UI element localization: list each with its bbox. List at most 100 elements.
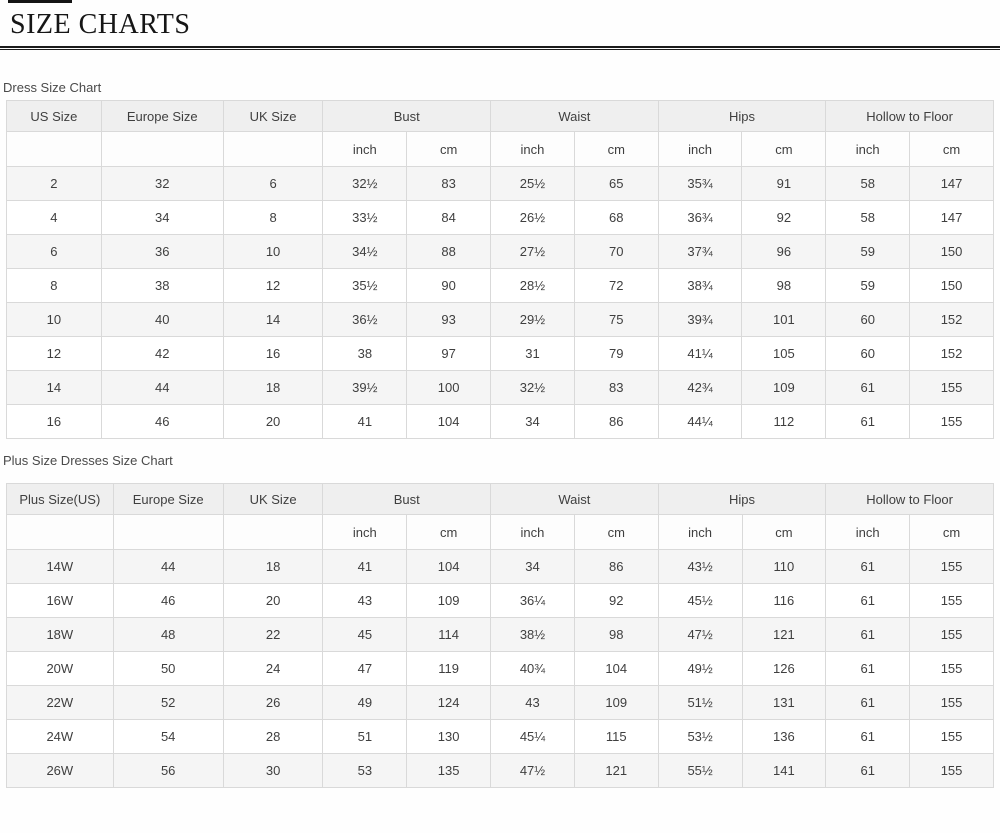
measurement-cell: 49½ [657,651,743,686]
measurement-cell: 100 [406,370,492,405]
measurement-cell: 45 [322,617,408,652]
measurement-cell: 115 [573,719,659,754]
measurement-cell: 48 [112,617,224,652]
measurement-cell: 124 [406,685,492,720]
column-header: Plus Size(US) [6,483,114,515]
measurement-cell: 126 [741,651,827,686]
measurement-cell: 46 [112,583,224,618]
measurement-cell: 26½ [490,200,575,235]
table-row: 18W 48 22 45 114 38½ 98 47½ 121 61 155 [6,617,994,652]
measurement-cell: 93 [406,302,492,337]
size-cell: 22W [6,685,114,720]
size-cell: 18W [6,617,114,652]
measurement-cell: 31 [490,336,575,371]
measurement-cell: 61 [825,685,911,720]
measurement-cell: 47 [322,651,408,686]
unit-header: cm [573,131,659,167]
measurement-cell: 86 [573,404,659,439]
unit-header: cm [741,131,827,167]
column-header: UK Size [222,483,324,515]
measurement-cell: 22 [222,617,324,652]
size-cell: 14 [6,370,102,405]
measurement-cell: 98 [573,617,659,652]
table-header: Plus Size(US) Europe Size UK Size Bust Waist… [6,483,994,550]
measurement-cell: 24 [222,651,324,686]
measurement-cell: 147 [909,166,994,201]
measurement-cell: 18 [222,370,324,405]
measurement-cell: 110 [741,549,827,584]
measurement-cell: 75 [573,302,659,337]
size-cell: 26W [6,753,114,788]
measurement-cell: 44 [112,549,224,584]
unit-header: cm [406,131,492,167]
column-header: Europe Size [112,483,224,515]
measurement-cell: 152 [909,336,994,371]
measurement-cell: 92 [741,200,827,235]
measurement-cell: 43 [490,685,575,720]
measurement-cell: 98 [741,268,827,303]
measurement-cell: 104 [406,404,492,439]
column-group-header: Hollow to Floor [825,100,994,132]
measurement-cell: 83 [406,166,492,201]
measurement-cell: 38½ [490,617,575,652]
measurement-cell: 155 [909,719,994,754]
measurement-cell: 114 [406,617,492,652]
measurement-cell: 34 [100,200,224,235]
measurement-cell: 136 [741,719,827,754]
size-cell: 2 [6,166,102,201]
unit-header: cm [406,514,492,550]
measurement-cell: 35½ [322,268,408,303]
dress-size-chart-section: Dress Size Chart US Size Europe Size UK Si… [0,80,1000,439]
measurement-cell: 97 [406,336,492,371]
column-header: UK Size [222,100,324,132]
measurement-cell: 43½ [657,549,743,584]
measurement-cell: 61 [825,719,911,754]
measurement-cell: 135 [406,753,492,788]
measurement-cell: 58 [825,200,911,235]
measurement-cell: 16 [222,336,324,371]
plus-size-chart-section: Plus Size Dresses Size Chart Plus Size(U… [0,453,1000,788]
measurement-cell: 155 [909,404,994,439]
measurement-cell: 84 [406,200,492,235]
title-divider [0,46,1000,50]
measurement-cell: 61 [825,583,911,618]
table-row: 2 32 6 32½ 83 25½ 65 35¾ 91 58 147 [6,166,994,201]
measurement-cell: 25½ [490,166,575,201]
column-group-header: Waist [490,100,659,132]
table-row: 6 36 10 34½ 88 27½ 70 37¾ 96 59 150 [6,234,994,269]
measurement-cell: 45¼ [490,719,575,754]
measurement-cell: 30 [222,753,324,788]
measurement-cell: 45½ [657,583,743,618]
table-row: 24W 54 28 51 130 45¼ 115 53½ 136 61 155 [6,719,994,754]
measurement-cell: 26 [222,685,324,720]
measurement-cell: 59 [825,234,911,269]
unit-header: cm [741,514,827,550]
unit-header: inch [322,514,408,550]
measurement-cell: 101 [741,302,827,337]
measurement-cell: 79 [573,336,659,371]
plus-size-table: Plus Size(US) Europe Size UK Size Bust Waist… [6,483,994,788]
measurement-cell: 8 [222,200,324,235]
unit-header: inch [825,514,911,550]
measurement-cell: 12 [222,268,324,303]
table-row: 12 42 16 38 97 31 79 41¼ 105 60 152 [6,336,994,371]
measurement-cell: 121 [573,753,659,788]
measurement-cell: 42 [100,336,224,371]
top-edge-mark [8,0,72,3]
size-cell: 16W [6,583,114,618]
measurement-cell: 50 [112,651,224,686]
measurement-cell: 10 [222,234,324,269]
measurement-cell: 43 [322,583,408,618]
measurement-cell: 104 [573,651,659,686]
measurement-cell: 86 [573,549,659,584]
unit-header: cm [909,131,994,167]
measurement-cell: 61 [825,370,911,405]
measurement-cell: 40 [100,302,224,337]
measurement-cell: 36 [100,234,224,269]
empty-header-cell [222,131,324,167]
measurement-cell: 61 [825,753,911,788]
column-group-header: Hips [657,483,827,515]
column-group-header: Bust [322,100,492,132]
measurement-cell: 131 [741,685,827,720]
dress-size-table: US Size Europe Size UK Size Bust Waist Hips Ho… [6,100,994,439]
